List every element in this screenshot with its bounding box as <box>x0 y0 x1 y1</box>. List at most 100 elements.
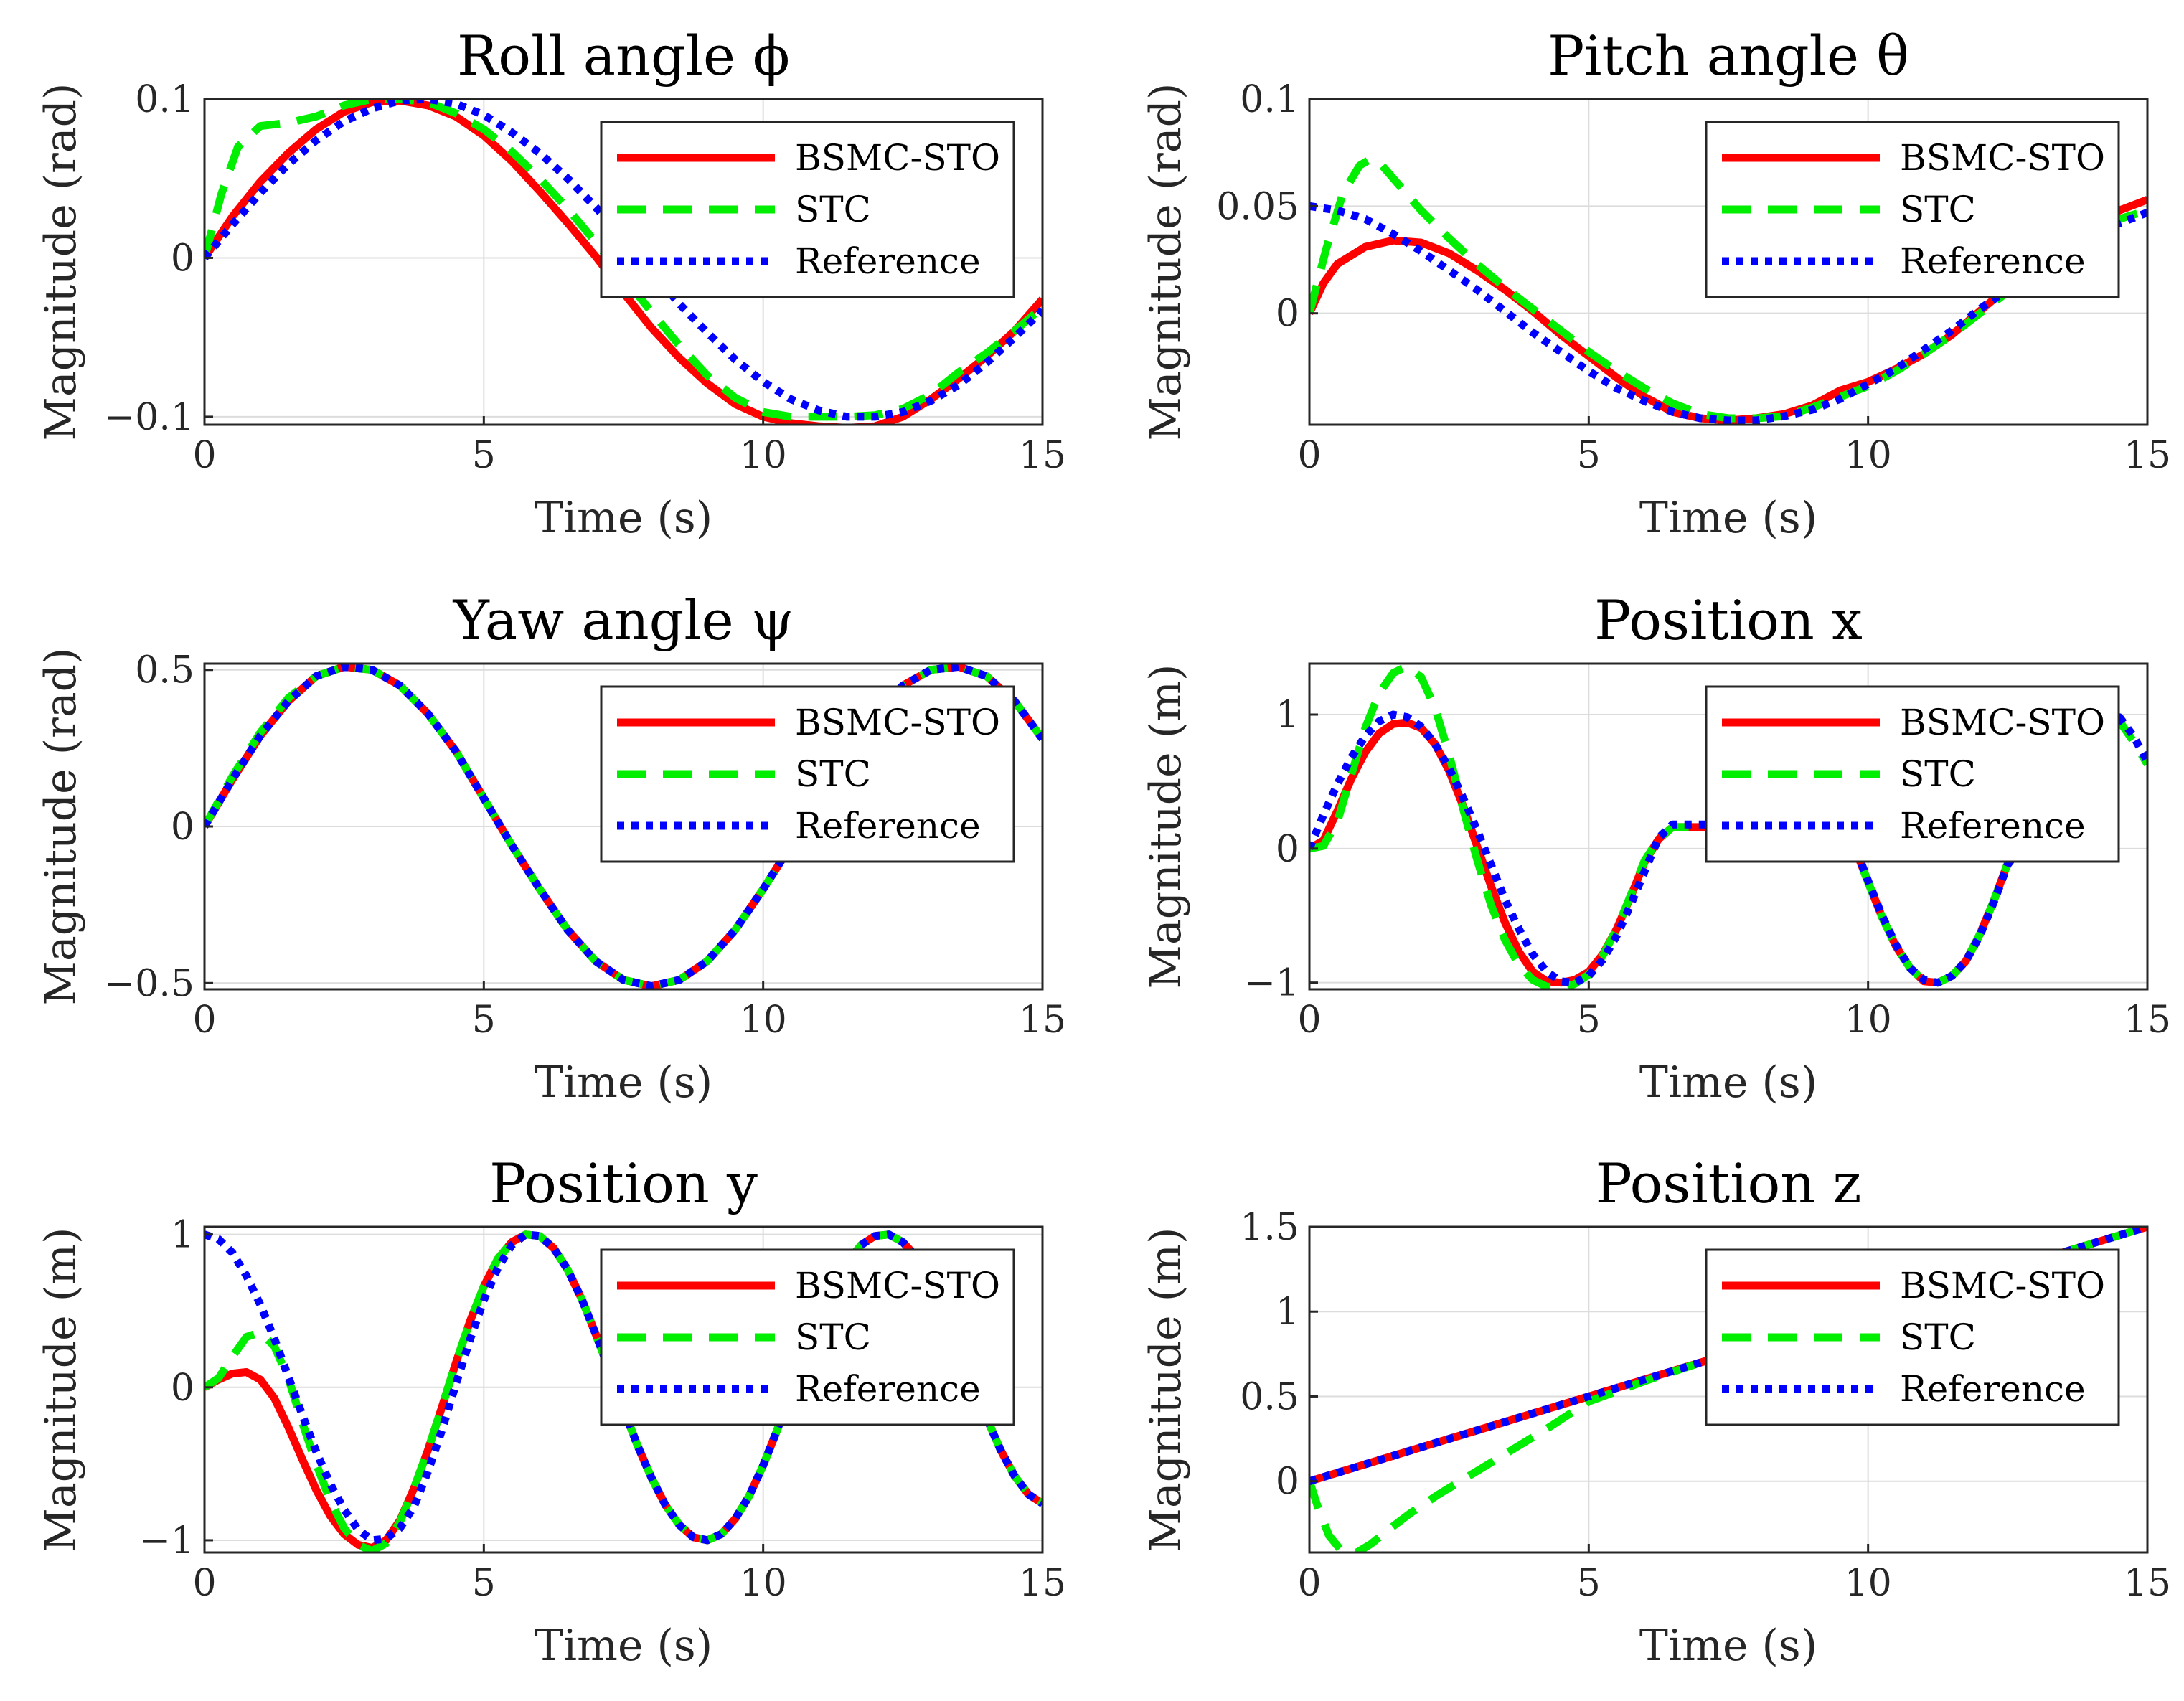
legend-label: BSMC-STO <box>795 137 1000 179</box>
y-tick-label: 1 <box>1276 1291 1299 1334</box>
y-tick-label: 0 <box>1276 293 1299 336</box>
series-line-reference <box>1309 710 2147 987</box>
x-tick-label: 10 <box>740 999 787 1042</box>
series-group <box>1309 664 2147 989</box>
legend-label: Reference <box>1900 805 2086 847</box>
legend-label: Reference <box>795 1368 981 1410</box>
y-axis-label: Magnitude (m) <box>36 1228 86 1552</box>
x-tick-label: 10 <box>1845 1562 1892 1605</box>
x-tick-label: 5 <box>472 434 496 477</box>
legend-label: STC <box>1900 189 1976 230</box>
y-axis-label: Magnitude (rad) <box>36 83 86 441</box>
x-axis-label: Time (s) <box>535 493 712 543</box>
legend-label: STC <box>1900 753 1976 795</box>
x-tick-label: 0 <box>192 999 216 1042</box>
y-tick-label: 0 <box>171 237 194 280</box>
chart-title: Yaw angle ψ <box>453 588 794 652</box>
axes-frame <box>1308 98 2149 426</box>
x-tick-label: 10 <box>740 434 787 477</box>
x-axis-label: Time (s) <box>1639 493 1817 543</box>
legend-label: BSMC-STO <box>795 1265 1000 1306</box>
legend: BSMC-STO STC Reference <box>600 685 1015 863</box>
x-tick-label: 5 <box>1577 1562 1601 1605</box>
legend-label: Reference <box>795 240 981 282</box>
series-line-reference <box>1309 1227 2147 1485</box>
axes-frame <box>203 1225 1044 1554</box>
x-axis-label: Time (s) <box>1639 1057 1817 1108</box>
y-tick-label: 1.5 <box>1240 1206 1299 1249</box>
axes-frame <box>1308 1225 2149 1554</box>
chart-title: Position y <box>489 1151 758 1215</box>
legend-label: Reference <box>1900 1368 2086 1410</box>
x-tick-label: 5 <box>1577 999 1601 1042</box>
y-tick-label: 0 <box>1276 1461 1299 1504</box>
x-tick-label: 0 <box>1297 999 1321 1042</box>
legend-label: BSMC-STO <box>1900 702 2105 743</box>
legend-label: BSMC-STO <box>1900 137 2105 179</box>
x-tick-label: 10 <box>1845 999 1892 1042</box>
chart-panel: 0 5 10 15 0.1 0.05 0 Pitch angle θ Time (s) Magni… <box>1141 24 2171 543</box>
series-line-reference <box>204 99 1042 421</box>
chart-title: Roll angle ϕ <box>457 24 790 88</box>
legend-label: STC <box>795 189 871 230</box>
axes-frame <box>1308 662 2149 991</box>
x-axis-label: Time (s) <box>535 1057 712 1108</box>
y-tick-label: 0 <box>171 806 194 849</box>
legend-label: BSMC-STO <box>795 702 1000 743</box>
y-tick-label: 1 <box>1276 694 1299 737</box>
x-tick-label: 15 <box>1019 434 1066 477</box>
y-tick-label: −0.1 <box>104 396 194 439</box>
y-tick-label: 0.5 <box>135 649 194 692</box>
x-tick-label: 10 <box>1845 434 1892 477</box>
x-tick-label: 15 <box>1019 999 1066 1042</box>
x-tick-label: 15 <box>2124 999 2171 1042</box>
legend-label: STC <box>1900 1316 1976 1358</box>
chart-title: Position z <box>1596 1151 1862 1215</box>
y-axis-label: Magnitude (rad) <box>36 648 86 1006</box>
y-tick-label: 0.1 <box>1240 78 1299 121</box>
x-tick-label: 0 <box>1297 434 1321 477</box>
x-tick-label: 5 <box>472 1562 496 1605</box>
y-tick-label: 0.1 <box>135 78 194 121</box>
legend-label: STC <box>795 753 871 795</box>
chart-title: Position x <box>1594 588 1863 652</box>
x-tick-label: 15 <box>1019 1562 1066 1605</box>
x-tick-label: 15 <box>2124 1562 2171 1605</box>
chart-title: Pitch angle θ <box>1548 24 1909 88</box>
x-tick-label: 5 <box>1577 434 1601 477</box>
y-axis-label: Magnitude (m) <box>1141 1228 1191 1552</box>
y-tick-label: 0 <box>1276 828 1299 871</box>
x-tick-label: 0 <box>192 434 216 477</box>
legend-label: STC <box>795 1316 871 1358</box>
y-tick-label: −1 <box>139 1519 194 1563</box>
y-tick-label: 0.05 <box>1216 185 1299 228</box>
x-tick-label: 5 <box>472 999 496 1042</box>
x-tick-label: 10 <box>740 1562 787 1605</box>
x-axis-label: Time (s) <box>1639 1621 1817 1671</box>
y-axis-label: Magnitude (rad) <box>1141 83 1191 441</box>
chart-panel: 0 5 10 15 1.5 1 0.5 0 Position z Time (s) Magnitud… <box>1141 1151 2171 1671</box>
y-tick-label: 0 <box>171 1367 194 1410</box>
y-tick-label: 1 <box>171 1214 194 1257</box>
y-tick-label: −0.5 <box>104 962 194 1005</box>
axes-frame <box>203 98 1044 426</box>
series-line-stc <box>1309 155 2147 423</box>
legend: BSMC-STO STC Reference <box>600 121 1015 298</box>
legend: BSMC-STO STC Reference <box>1705 685 2120 863</box>
legend: BSMC-STO STC Reference <box>1705 121 2120 298</box>
y-tick-label: −1 <box>1244 962 1299 1005</box>
legend: BSMC-STO STC Reference <box>1705 1248 2120 1426</box>
legend-label: Reference <box>795 805 981 847</box>
legend-label: Reference <box>1900 240 2086 282</box>
x-tick-label: 0 <box>1297 1562 1321 1605</box>
legend: BSMC-STO STC Reference <box>600 1248 1015 1426</box>
x-tick-label: 0 <box>192 1562 216 1605</box>
legend-label: BSMC-STO <box>1900 1265 2105 1306</box>
x-tick-label: 15 <box>2124 434 2171 477</box>
x-axis-label: Time (s) <box>535 1621 712 1671</box>
